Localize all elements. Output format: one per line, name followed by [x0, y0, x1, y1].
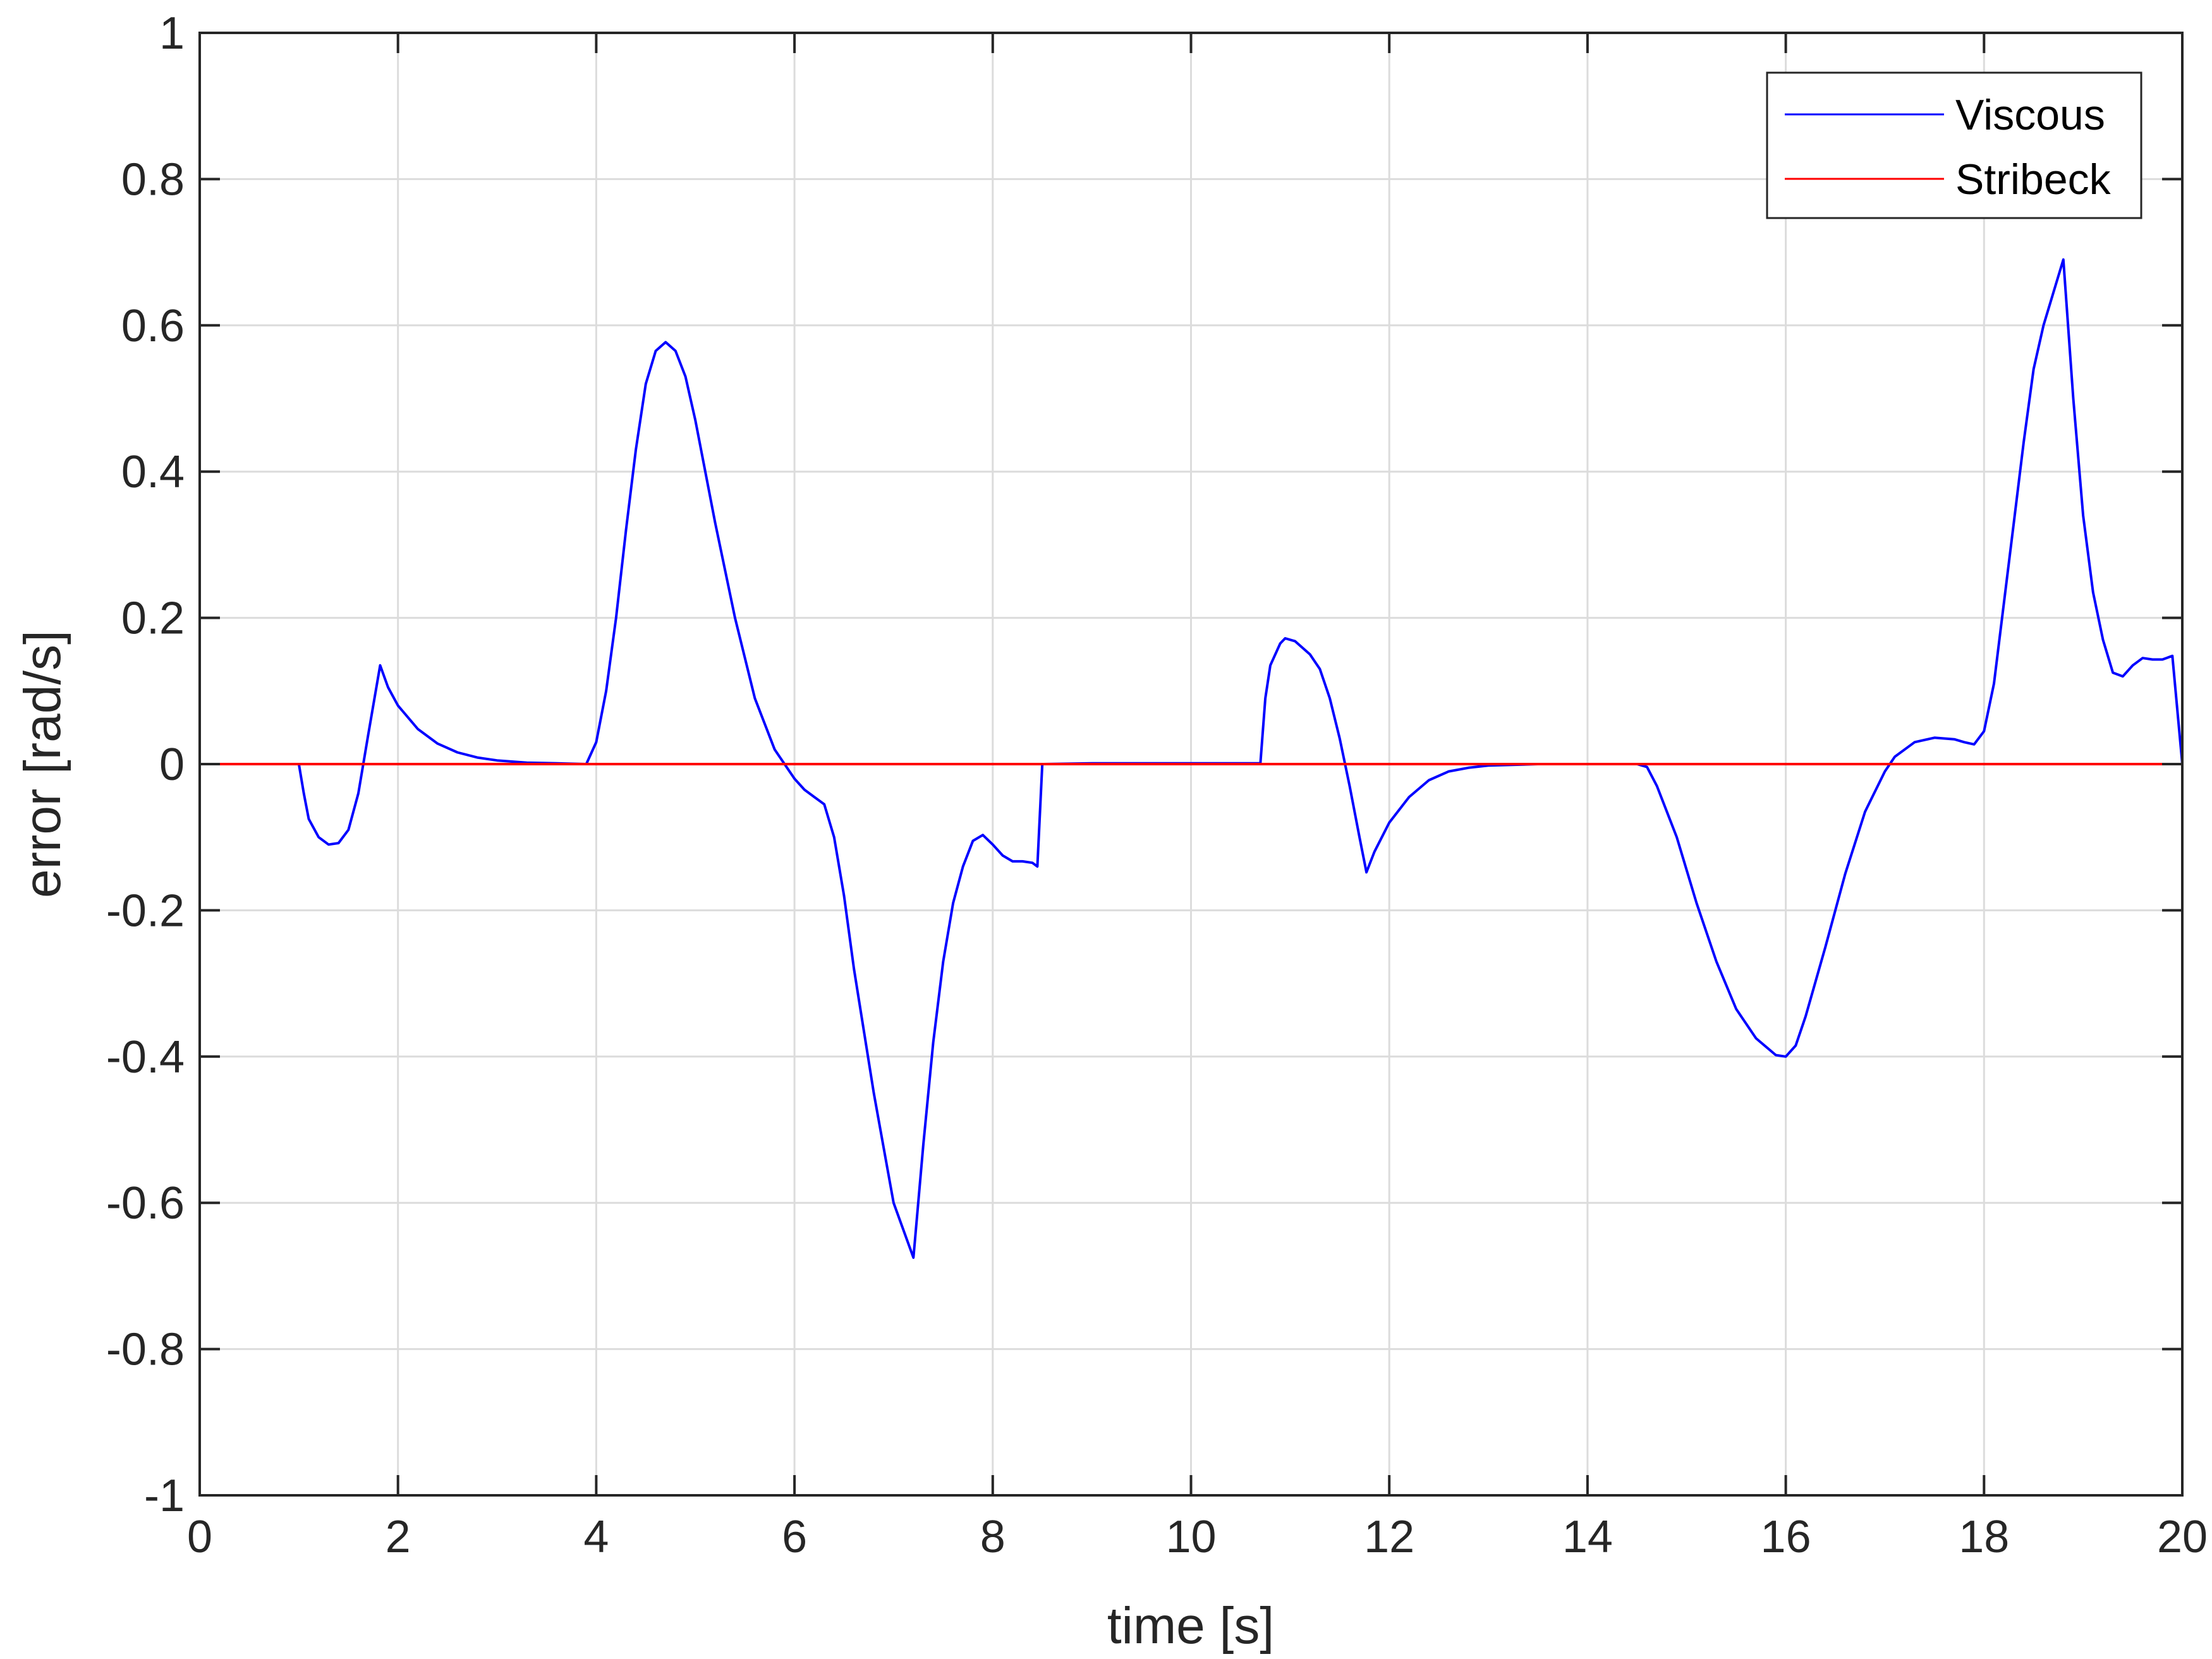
x-tick-label: 0 — [187, 1512, 212, 1562]
series-line-viscous — [297, 258, 2184, 1259]
x-tick-label: 20 — [2157, 1512, 2208, 1562]
legend: Viscous Stribeck — [1766, 71, 2142, 219]
y-tick-label: 0 — [159, 739, 185, 790]
x-tick-label: 8 — [980, 1512, 1006, 1562]
x-axis-label: time [s] — [1107, 1597, 1274, 1655]
x-tick-label: 10 — [1165, 1512, 1216, 1562]
legend-box — [1766, 71, 2142, 219]
y-axis-label: error [rad/s] — [14, 630, 71, 898]
series-layer — [200, 258, 2184, 1259]
legend-label-viscous: Viscous — [1955, 91, 2105, 139]
legend-label-stribeck: Stribeck — [1955, 155, 2112, 204]
x-tick-label: 16 — [1761, 1512, 1811, 1562]
axis-ticks: 0 2 4 6 8 10 12 14 16 18 20 -1 -0.8 -0.6 -0.4 -0.2 0 0.2 0… — [106, 8, 2208, 1562]
x-tick-label: 6 — [782, 1512, 807, 1562]
y-tick-label: 0.6 — [121, 301, 185, 351]
y-tick-label: 0.4 — [121, 447, 185, 497]
x-tick-label: 14 — [1562, 1512, 1613, 1562]
y-tick-label: -1 — [144, 1471, 185, 1521]
y-tick-label: -0.2 — [106, 885, 185, 936]
x-tick-label: 18 — [1959, 1512, 2009, 1562]
x-tick-label: 4 — [583, 1512, 609, 1562]
y-tick-label: 0.8 — [121, 154, 185, 205]
y-tick-label: 0.2 — [121, 593, 185, 644]
x-tick-label: 2 — [386, 1512, 411, 1562]
y-tick-label: -0.8 — [106, 1325, 185, 1375]
x-tick-label: 12 — [1364, 1512, 1414, 1562]
y-tick-label: -0.6 — [106, 1178, 185, 1229]
y-tick-label: 1 — [159, 8, 185, 59]
y-tick-label: -0.4 — [106, 1032, 185, 1083]
